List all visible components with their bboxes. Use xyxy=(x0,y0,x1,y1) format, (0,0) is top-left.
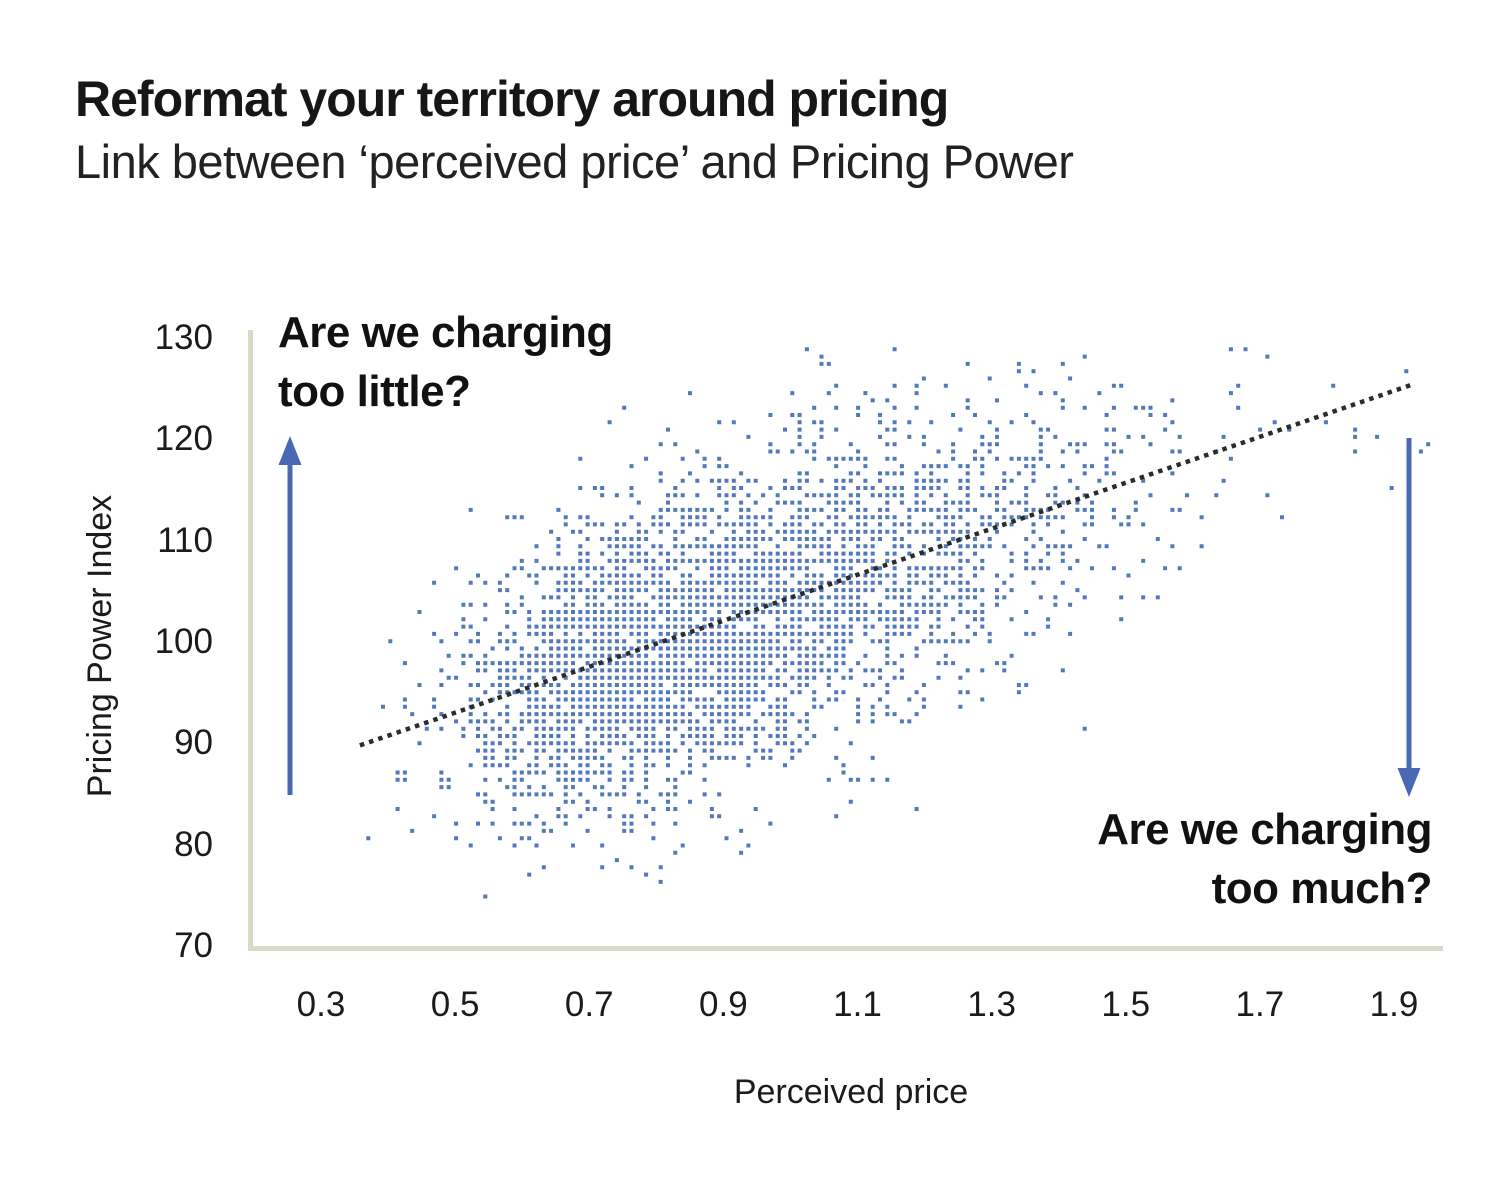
y-tick-label: 100 xyxy=(154,621,213,661)
annotation-too-much-line1: Are we charging xyxy=(1097,805,1432,854)
x-tick-label: 0.5 xyxy=(430,985,480,1024)
y-tick-label: 80 xyxy=(174,824,213,864)
x-tick-label: 0.9 xyxy=(699,985,748,1024)
x-tick-label: 0.7 xyxy=(564,985,614,1024)
x-tick-label: 1.5 xyxy=(1101,985,1151,1024)
x-axis-title: Perceived price xyxy=(733,1073,969,1111)
x-tick-label: 0.3 xyxy=(296,985,346,1024)
arrow-down-icon xyxy=(1397,438,1421,797)
y-axis-line xyxy=(248,330,253,951)
annotation-too-little-line1: Are we charging xyxy=(278,308,613,357)
x-tick-label: 1.7 xyxy=(1235,985,1285,1024)
arrow-up-icon xyxy=(278,436,302,795)
annotation-too-much: Are we charging too much? xyxy=(1097,800,1432,918)
y-tick-label: 120 xyxy=(154,419,213,459)
y-tick-label: 90 xyxy=(174,723,213,763)
x-tick-label: 1.3 xyxy=(967,985,1016,1024)
annotation-too-little: Are we charging too little? xyxy=(278,303,613,421)
page-title: Reformat your territory around pricing xyxy=(75,71,949,127)
annotation-too-little-line2: too little? xyxy=(278,367,471,416)
page-subtitle: Link between ‘perceived price’ and Prici… xyxy=(75,135,1074,188)
annotation-too-much-line2: too much? xyxy=(1211,864,1433,913)
y-axis-title: Pricing Power Index xyxy=(81,494,119,798)
trend-line xyxy=(359,382,1413,748)
y-tick-label: 110 xyxy=(157,520,213,560)
x-tick-label: 1.1 xyxy=(833,985,882,1024)
x-tick-label: 1.9 xyxy=(1369,985,1419,1024)
y-tick-label: 70 xyxy=(174,925,213,965)
x-axis-line xyxy=(248,946,1443,951)
y-tick-label: 130 xyxy=(154,318,213,357)
